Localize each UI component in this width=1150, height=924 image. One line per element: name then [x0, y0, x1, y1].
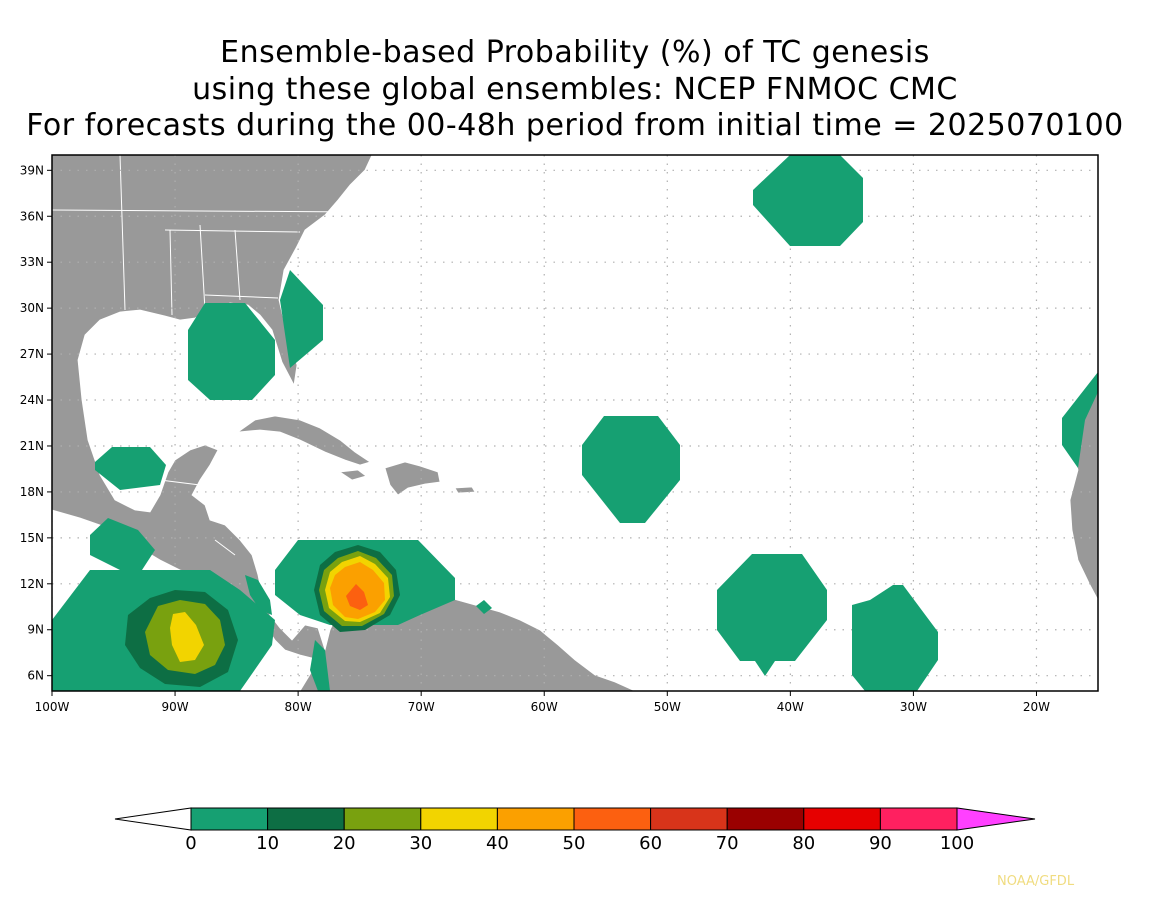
- colorbar-label: 10: [256, 833, 279, 854]
- prob-region-10: [245, 575, 272, 615]
- cuba-land: [236, 415, 371, 466]
- prob-region-10: [1062, 372, 1098, 468]
- colorbar-label: 80: [792, 833, 815, 854]
- prob-region-10: [310, 640, 330, 691]
- lat-tick-label: 6N: [27, 669, 44, 683]
- colorbar-segment: [726, 807, 805, 831]
- prob-region-10: [280, 270, 323, 368]
- colorbar-segment: [879, 807, 958, 831]
- colorbar-segment: [343, 807, 422, 831]
- prob-region-10: [852, 585, 938, 691]
- probability-contours: [52, 155, 1098, 691]
- prob-region-10: [582, 416, 680, 523]
- prob-region-10: [753, 155, 863, 246]
- prob-region-10: [188, 303, 275, 400]
- colorbar-segment: [267, 807, 345, 831]
- lat-tick-label: 27N: [20, 347, 44, 361]
- chart-title-line-2: using these global ensembles: NCEP FNMOC…: [192, 72, 958, 107]
- colorbar-segment: [496, 807, 575, 831]
- lat-tick-label: 9N: [27, 623, 44, 637]
- colorbar-label: 30: [409, 833, 432, 854]
- lat-tick-label: 15N: [20, 531, 44, 545]
- latitude-axis: 39N 36N 33N 30N 27N 24N 21N 18N 15N 12N 9N 6N: [20, 163, 52, 683]
- lat-tick-label: 24N: [20, 393, 44, 407]
- colorbar-segment: [650, 807, 728, 831]
- lat-tick-label: 18N: [20, 485, 44, 499]
- jamaica-land: [338, 469, 367, 481]
- colorbar-label: 40: [486, 833, 509, 854]
- colorbar-label: 70: [716, 833, 739, 854]
- lat-tick-label: 36N: [20, 209, 44, 223]
- lat-tick-label: 33N: [20, 255, 44, 269]
- colorbar-label: 60: [639, 833, 662, 854]
- colorbar-segment: [420, 807, 498, 831]
- colorbar-over-triangle: [956, 807, 1036, 831]
- chart-title-line-1: Ensemble-based Probability (%) of TC gen…: [220, 35, 930, 70]
- lon-tick-label: 100W: [35, 700, 70, 714]
- colorbar-label: 90: [869, 833, 892, 854]
- colorbar-segment: [190, 807, 269, 831]
- chart-title-line-3: For forecasts during the 00-48h period f…: [26, 108, 1124, 143]
- hispaniola-land: [384, 461, 441, 496]
- colorbar-segment: [803, 807, 881, 831]
- prob-region-10: [476, 600, 492, 614]
- prob-region-10: [90, 518, 155, 570]
- prob-region-10: [717, 554, 827, 676]
- lat-tick-label: 30N: [20, 301, 44, 315]
- lon-tick-label: 50W: [654, 700, 681, 714]
- lon-tick-label: 20W: [1023, 700, 1050, 714]
- longitude-axis: 100W 90W 80W 70W 60W 50W 40W 30W 20W: [35, 691, 1050, 714]
- colorbar: 0 10 20 30 40 50 60 70 80 90 100: [114, 807, 1036, 854]
- prob-region-60: [346, 584, 368, 610]
- colorbar-label: 100: [940, 833, 974, 854]
- map-frame: [51, 154, 1099, 692]
- puerto-rico-land: [454, 486, 476, 494]
- colorbar-label: 0: [185, 833, 196, 854]
- lat-tick-label: 39N: [20, 163, 44, 177]
- lon-tick-label: 90W: [161, 700, 188, 714]
- colorbar-under-triangle: [114, 807, 192, 831]
- colorbar-label: 20: [333, 833, 356, 854]
- colorbar-segment: [573, 807, 652, 831]
- lon-tick-label: 60W: [531, 700, 558, 714]
- lat-tick-label: 21N: [20, 439, 44, 453]
- lon-tick-label: 70W: [408, 700, 435, 714]
- prob-region-40: [170, 612, 204, 662]
- lon-tick-label: 30W: [900, 700, 927, 714]
- state-borders: [52, 155, 361, 556]
- colorbar-label: 50: [563, 833, 586, 854]
- credit-text: NOAA/GFDL: [997, 874, 1075, 889]
- lon-tick-label: 40W: [777, 700, 804, 714]
- map-area: [52, 155, 1098, 691]
- prob-region-10: [95, 447, 166, 490]
- lon-tick-label: 80W: [285, 700, 312, 714]
- lat-tick-label: 12N: [20, 577, 44, 591]
